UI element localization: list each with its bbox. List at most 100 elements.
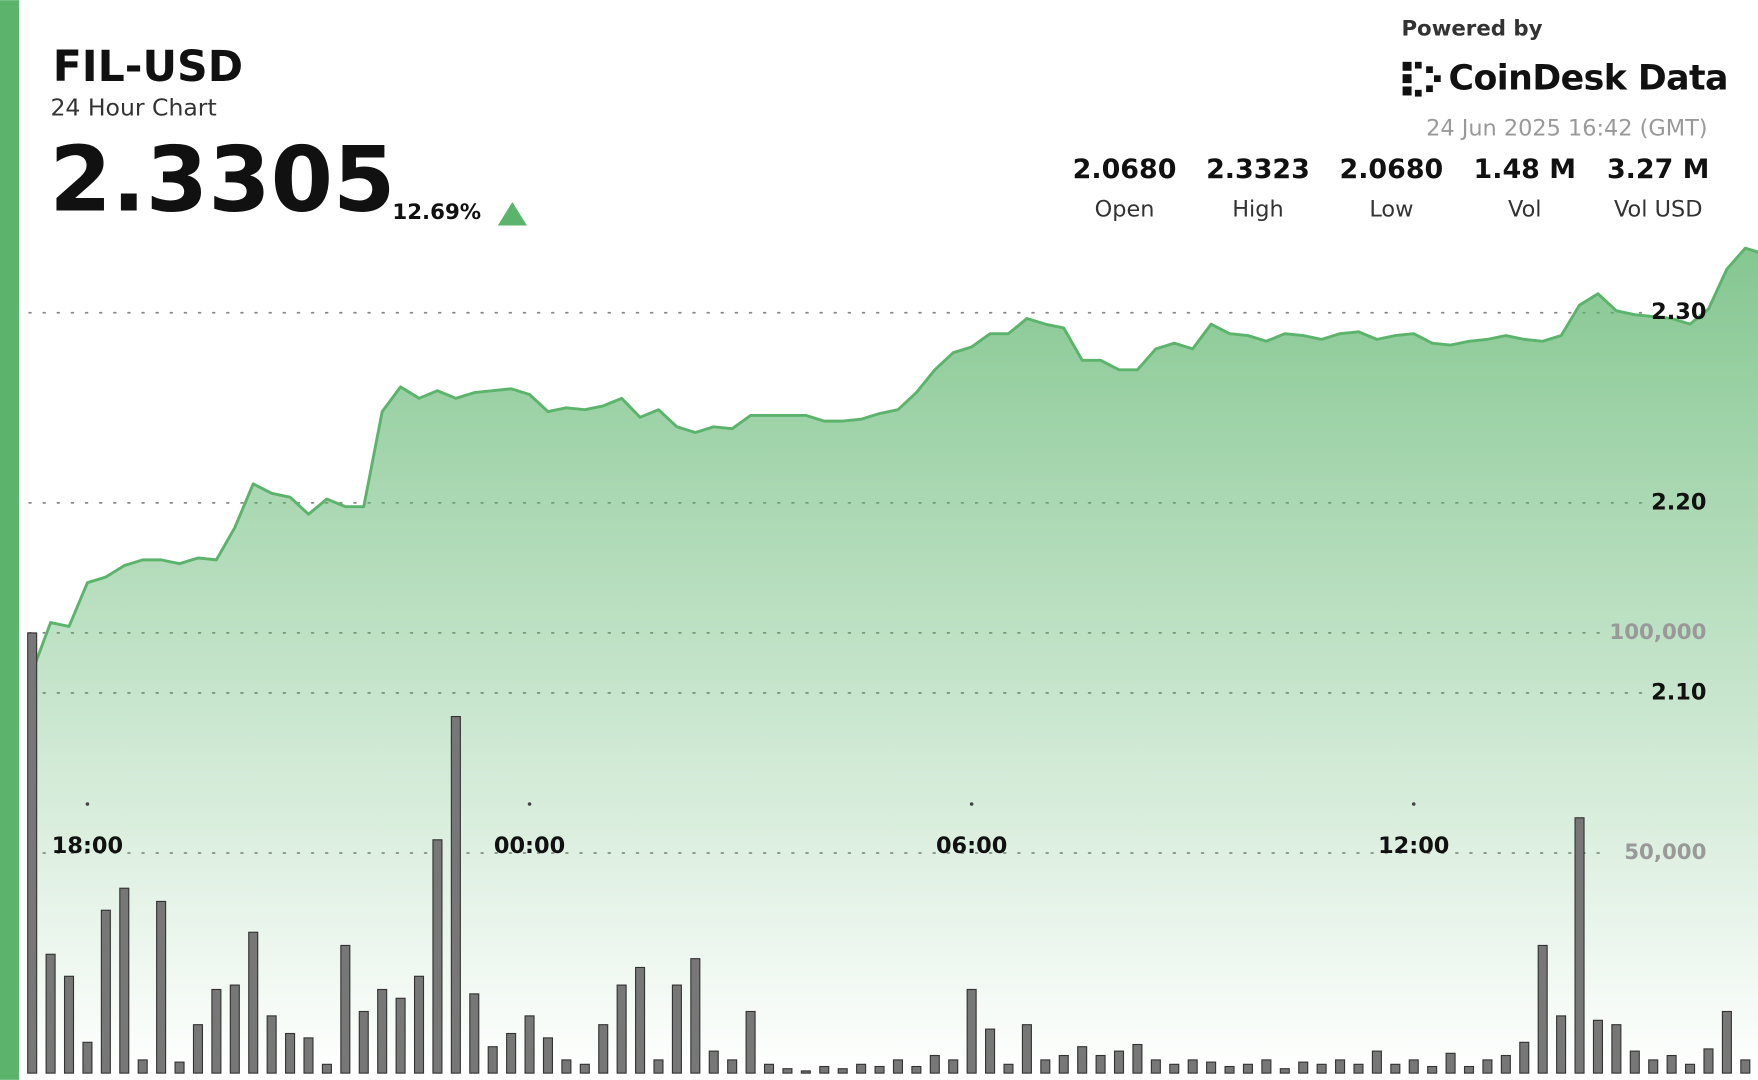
volume-bar [506, 1032, 517, 1074]
volume-bar [1629, 1050, 1640, 1074]
volume-bar [211, 988, 222, 1074]
volume-bar [137, 1059, 148, 1074]
volume-bar [1077, 1046, 1088, 1074]
stats: 2.0680 Open 2.3323 High 2.0680 Low 1.48 M Vol 3.… [1073, 154, 1710, 222]
volume-bar [340, 944, 351, 1074]
volume-bar [1408, 1059, 1419, 1074]
volume-bar [469, 993, 480, 1074]
volume-bar [671, 984, 682, 1074]
volume-bar [874, 1065, 885, 1074]
stat-value: 2.0680 [1339, 154, 1443, 185]
volume-bar [1132, 1043, 1143, 1074]
volume-bar [358, 1010, 369, 1074]
volume-bar [192, 1024, 204, 1074]
volume-bar [487, 1046, 498, 1074]
y2-tick-label: 50,000 [1624, 840, 1706, 865]
x-tick-label: 06:00 [936, 833, 1007, 859]
volume-bar [1095, 1054, 1106, 1074]
stat-value: 1.48 M [1474, 154, 1576, 185]
volume-bar [1648, 1059, 1659, 1074]
volume-bar [561, 1059, 572, 1074]
y2-tick-label: 100,000 [1609, 620, 1706, 645]
volume-bar [303, 1037, 314, 1074]
volume-bar [1279, 1068, 1290, 1074]
volume-bar [119, 887, 130, 1074]
volume-bar [413, 975, 425, 1074]
volume-bar [266, 1015, 277, 1074]
volume-bar [377, 988, 388, 1074]
volume-bar [395, 997, 406, 1074]
volume-bar [1390, 1063, 1401, 1074]
volume-bar [727, 1059, 738, 1074]
volume-bar [1463, 1065, 1475, 1074]
price: 2.3305 [49, 129, 395, 233]
volume-bar [524, 1015, 535, 1074]
volume-bar [1427, 1065, 1438, 1074]
volume-bar [1371, 1050, 1382, 1074]
plot-area [27, 246, 1758, 1074]
volume-bar [1261, 1059, 1272, 1074]
y-tick-label: 2.30 [1651, 299, 1706, 325]
subtitle: 24 Hour Chart [50, 93, 216, 121]
volume-bar [321, 1063, 332, 1074]
brand-name: CoinDesk Data [1449, 59, 1728, 99]
volume-bar [690, 958, 701, 1074]
stat-value: 2.0680 [1073, 154, 1177, 185]
stat-value: 2.3323 [1206, 154, 1310, 185]
axis-labels: 2.10 2.20 2.30 50,000 100,000 18:00 00:00 06:00… [52, 299, 1707, 865]
volume-bar [1003, 1063, 1014, 1074]
volume-bar [1187, 1059, 1198, 1074]
volume-bar [1150, 1059, 1161, 1074]
volume-bar [1519, 1041, 1530, 1074]
stat-label: Low [1369, 196, 1413, 222]
volume-bar [1574, 817, 1585, 1074]
volume-bar [763, 1063, 775, 1074]
volume-bar [985, 1028, 996, 1074]
volume-bar [1316, 1063, 1327, 1074]
price-area [32, 248, 1758, 1074]
volume-bar [285, 1032, 296, 1074]
volume-bar [948, 1059, 959, 1074]
volume-bar [966, 988, 977, 1074]
x-tick-label: 12:00 [1378, 833, 1449, 859]
change: 12.69% [392, 200, 481, 225]
volume-bar [1685, 1063, 1696, 1074]
volume-bar [27, 632, 38, 1074]
up-arrow [497, 201, 527, 226]
volume-bar [1113, 1050, 1125, 1074]
volume-bar [1666, 1054, 1677, 1074]
volume-bar [229, 984, 240, 1074]
symbol: FIL-USD [53, 42, 243, 92]
volume-bar [100, 909, 111, 1074]
volume-bar [432, 839, 443, 1074]
volume-bar [450, 715, 461, 1074]
price-line [30, 246, 1758, 673]
volume-bar [1206, 1061, 1217, 1074]
logo-icon [1402, 61, 1441, 97]
volume-bar [837, 1068, 848, 1074]
volume-bar [1721, 1010, 1732, 1074]
volume-bar [892, 1059, 904, 1074]
volume-bar [1298, 1061, 1309, 1074]
volume-bar [856, 1063, 867, 1074]
volume-bar [1224, 1065, 1235, 1074]
y-tick-label: 2.20 [1651, 489, 1706, 515]
volume-bar [598, 1024, 609, 1074]
volume-bar [1021, 1024, 1032, 1074]
stat-value: 3.27 M [1607, 154, 1709, 185]
volume-bar [1353, 1063, 1364, 1074]
volume-bar [1242, 1063, 1254, 1074]
volume-bar [911, 1065, 922, 1074]
volume-bar [1500, 1054, 1511, 1074]
volume-bar [653, 1059, 664, 1074]
volume-bar [1058, 1054, 1069, 1074]
volume-bar [1611, 1024, 1622, 1074]
volume-bar [1556, 1015, 1567, 1074]
volume-bar [248, 931, 259, 1074]
volume-bar [1040, 1059, 1051, 1074]
volume-bar [1592, 1019, 1603, 1074]
volume-bar [579, 1063, 590, 1074]
volume-bar [63, 975, 75, 1074]
timestamp: 24 Jun 2025 16:42 (GMT) [1426, 116, 1707, 142]
